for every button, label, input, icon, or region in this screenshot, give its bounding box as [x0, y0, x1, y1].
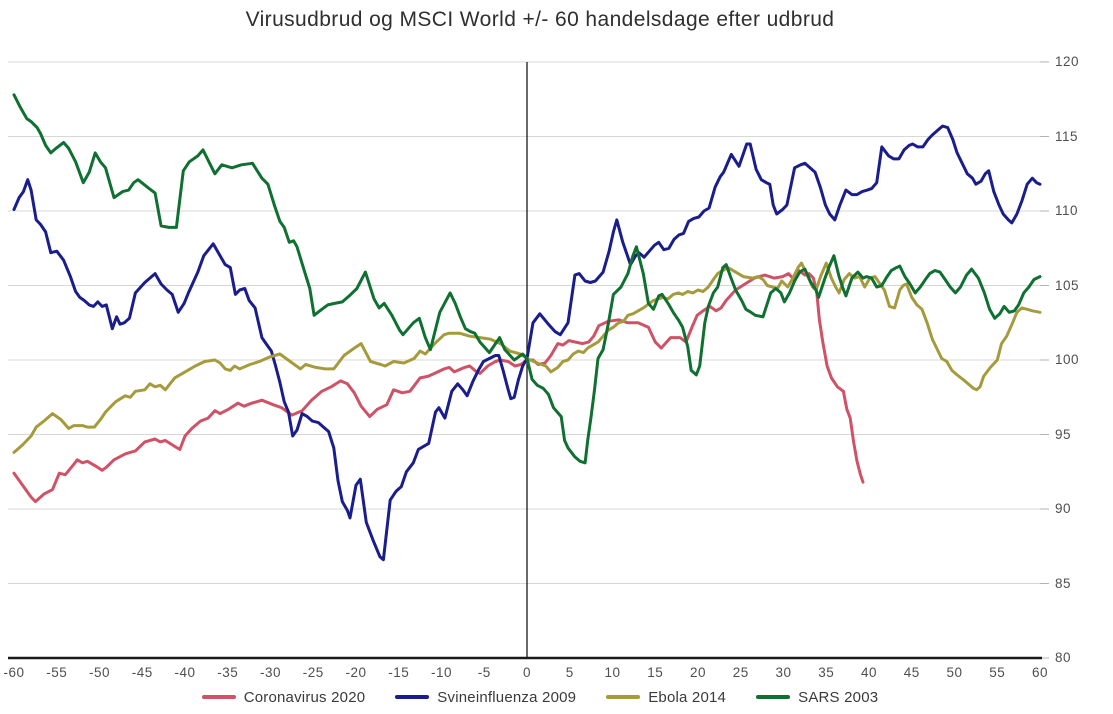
y-tick-label: 90	[1055, 501, 1072, 516]
x-tick-label: 55	[989, 665, 1006, 680]
legend-label: Svineinfluenza 2009	[437, 688, 577, 706]
x-tick-label: 15	[647, 665, 664, 680]
x-tick-label: 45	[903, 665, 920, 680]
x-tick-label: -35	[217, 665, 239, 680]
x-tick-label: -10	[430, 665, 452, 680]
y-tick-label: 85	[1055, 575, 1072, 591]
x-tick-label: 40	[860, 665, 878, 680]
legend-label: SARS 2003	[798, 688, 879, 706]
x-tick-label: 5	[565, 665, 574, 680]
x-tick-label: -20	[345, 665, 367, 680]
x-tick-label: 10	[604, 665, 621, 680]
legend-line-marker	[201, 695, 236, 699]
chart-title: Virusudbrud og MSCI World +/- 60 handels…	[245, 8, 835, 31]
legend-line-marker	[606, 695, 641, 699]
x-tick-label: -15	[388, 665, 410, 680]
x-tick-label: 30	[775, 665, 792, 680]
series-line-sars-2003	[12, 93, 1042, 465]
x-tick-label: 35	[818, 665, 835, 680]
legend-label: Ebola 2014	[648, 688, 727, 706]
x-tick-label: -5	[477, 665, 491, 680]
x-tick-label: -50	[88, 665, 110, 680]
y-tick-label: 105	[1055, 277, 1080, 293]
x-tick-label: 25	[732, 665, 749, 680]
legend-item-coronavirus-2020: Coronavirus 2020	[201, 688, 366, 706]
legend-item-ebola-2014: Ebola 2014	[606, 689, 726, 706]
y-tick-label: 80	[1055, 650, 1072, 665]
y-tick-label: 110	[1055, 203, 1079, 218]
x-tick-label: -55	[46, 665, 68, 680]
legend-item-sars-2003: SARS 2003	[756, 689, 878, 706]
y-tick-label: 120	[1055, 54, 1080, 69]
legend-line-marker	[395, 695, 430, 699]
series-line-svineinfluenza-2009	[12, 124, 1042, 562]
series-line-ebola-2014	[12, 261, 1042, 454]
x-tick-label: -40	[174, 665, 196, 680]
x-tick-label: -25	[302, 665, 324, 680]
x-tick-label: 0	[522, 665, 531, 680]
y-tick-label: 95	[1055, 426, 1072, 442]
series-line-coronavirus-2020	[12, 269, 865, 504]
y-tick-label: 115	[1055, 128, 1079, 144]
legend-label: Coronavirus 2020	[243, 688, 366, 706]
x-tick-label: -60	[3, 665, 25, 680]
legend: Coronavirus 2020 Svineinfluenza 2009 Ebola…	[0, 686, 1080, 708]
legend-line-marker	[756, 695, 791, 699]
x-tick-label: 20	[689, 665, 707, 680]
x-tick-label: 50	[946, 665, 963, 680]
y-tick-label: 100	[1055, 352, 1080, 367]
x-tick-label: -45	[131, 665, 153, 680]
x-tick-label: -30	[259, 665, 281, 680]
legend-item-svineinfluenza-2009: Svineinfluenza 2009	[395, 689, 576, 706]
x-tick-label: 60	[1031, 665, 1049, 680]
